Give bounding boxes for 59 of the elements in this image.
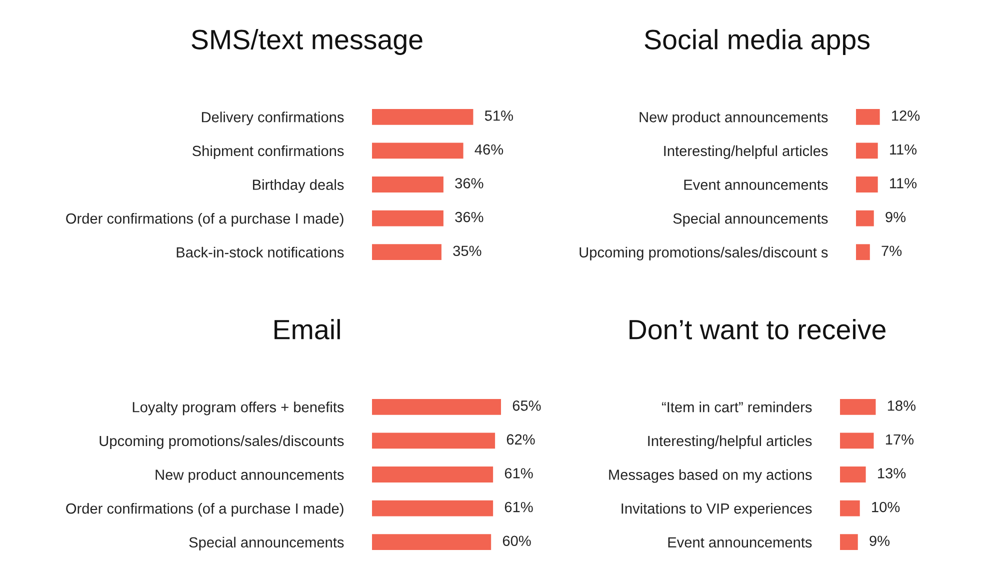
y-tick-label: Special announcements xyxy=(673,213,828,227)
bar xyxy=(840,398,876,415)
chart-title: Don’t want to receive xyxy=(630,319,886,340)
data-label: 65% xyxy=(512,400,541,411)
y-tick-label: Upcoming promotions/sales/discount s xyxy=(580,246,828,260)
bar xyxy=(372,108,474,125)
y-tick-label: Loyalty program offers + benefits xyxy=(132,402,344,416)
y-tick-label: Upcoming promotions/sales/discounts xyxy=(100,435,344,450)
data-label: 7% xyxy=(882,246,902,256)
data-label: 9% xyxy=(870,536,890,546)
bar xyxy=(372,142,464,159)
y-tick-label: Event announcements xyxy=(668,537,812,548)
chart-title: SMS/text message xyxy=(192,29,422,55)
y-tick-label: New product announcements xyxy=(640,112,828,126)
data-label: 35% xyxy=(453,246,482,256)
bar xyxy=(840,500,860,516)
data-label: 62% xyxy=(506,434,535,445)
bar xyxy=(840,432,874,449)
bar xyxy=(840,534,858,550)
y-tick-label: Event announcements xyxy=(684,180,828,190)
y-tick-label: Back-in-stock notifications xyxy=(176,246,344,258)
bar xyxy=(372,210,444,226)
data-label: 60% xyxy=(502,536,531,546)
y-tick-label: Interesting/helpful articles xyxy=(648,435,812,450)
data-label: 11% xyxy=(890,144,917,155)
data-label: 18% xyxy=(888,400,916,411)
y-tick-label: Invitations to VIP experiences xyxy=(622,503,812,517)
data-label: 51% xyxy=(484,110,513,121)
data-label: 12% xyxy=(892,110,920,121)
chart-title: Social media apps xyxy=(644,29,870,55)
y-tick-label: Order confirmations (of a purchase I made) xyxy=(66,503,344,517)
data-label: 17% xyxy=(886,434,914,445)
bar xyxy=(840,466,866,482)
bar xyxy=(372,244,442,260)
bar xyxy=(372,176,444,192)
data-label: 61% xyxy=(504,502,533,512)
data-label: 11% xyxy=(890,178,917,188)
bar xyxy=(856,108,880,125)
y-tick-label: Birthday deals xyxy=(253,179,344,193)
y-tick-label: “Item in cart” reminders xyxy=(662,402,812,412)
data-label: 46% xyxy=(474,144,504,155)
y-tick-label: Delivery confirmations xyxy=(202,112,344,126)
bar xyxy=(856,176,878,192)
data-label: 61% xyxy=(504,468,533,478)
bar xyxy=(856,244,870,260)
data-label: 10% xyxy=(872,502,900,512)
data-label: 36% xyxy=(455,212,484,222)
y-tick-label: Shipment confirmations xyxy=(192,145,344,160)
chart-title: Email xyxy=(274,319,340,340)
y-tick-label: Interesting/helpful articles xyxy=(664,145,828,160)
bar xyxy=(856,210,874,226)
y-tick-label: Order confirmations (of a purchase I made) xyxy=(66,213,344,227)
y-tick-label: Messages based on my actions xyxy=(609,469,812,483)
y-tick-label: New product announcements xyxy=(156,469,344,483)
data-label: 9% xyxy=(886,212,906,222)
data-label: 36% xyxy=(455,178,484,188)
y-tick-label: Special announcements xyxy=(189,536,344,550)
bar xyxy=(856,142,878,159)
data-label: 13% xyxy=(878,468,906,478)
